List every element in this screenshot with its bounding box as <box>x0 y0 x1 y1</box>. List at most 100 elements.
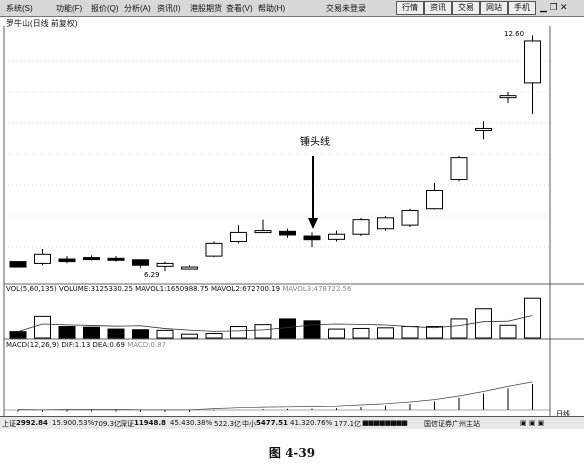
status-bar: 上证 2992.84 15.90 0.53% 709.3亿 深证 11948.8… <box>0 416 584 429</box>
candle-body <box>181 266 198 270</box>
menu-help[interactable]: 帮助(H) <box>258 4 286 13</box>
volume-bar <box>230 326 247 339</box>
sz-value: 11948.8 <box>134 419 166 427</box>
price-gridlines <box>4 60 550 248</box>
zx-value: 5477.51 <box>256 419 288 427</box>
volume-bar <box>352 327 370 339</box>
volume-bar <box>107 328 125 339</box>
zx-amount: 177.1亿 <box>334 420 362 428</box>
macd-indicator-name: MACD(12,26,9) <box>6 341 60 349</box>
chart-title: 罗牛山(日线 前复权) <box>6 19 78 28</box>
sz-change: 45.43 <box>170 419 191 427</box>
status-tray-icons[interactable]: ▣ ▣ ▣ <box>520 419 545 427</box>
volume-bar <box>83 326 100 339</box>
volume-bar <box>205 333 223 339</box>
sz-name: 深证 <box>120 420 134 428</box>
candle-body <box>107 257 125 261</box>
zx-change: 41.32 <box>290 419 311 427</box>
website-button[interactable]: 网站 <box>480 1 508 15</box>
menu-view[interactable]: 查看(V) <box>226 4 253 13</box>
menu-system[interactable]: 系统(S) <box>6 4 33 13</box>
volume-bar <box>58 326 76 339</box>
volume-bar <box>426 326 443 339</box>
candle-body <box>377 217 394 230</box>
info-button[interactable]: 资讯 <box>424 1 452 15</box>
volume-bar <box>328 328 345 339</box>
candle-body <box>156 262 174 267</box>
minimize-icon[interactable]: ▁ <box>540 2 547 12</box>
restore-icon[interactable]: ❐ <box>549 2 558 12</box>
trade-button[interactable]: 交易 <box>452 1 480 15</box>
menu-info[interactable]: 资讯(I) <box>157 4 181 13</box>
candlestick-series <box>9 35 541 272</box>
sh-pct: 0.53% <box>72 419 95 427</box>
candle-body <box>328 233 345 240</box>
volume-bar <box>181 333 198 339</box>
candle-body <box>352 219 370 235</box>
candle-body <box>83 257 100 261</box>
close-icon[interactable]: ✕ <box>560 2 568 12</box>
sz-pct: 0.38% <box>190 419 213 427</box>
volume-bar <box>34 315 51 339</box>
macd-label-row: MACD(12,26,9) DIF:1.13 DEA:0.69 MACD:0.8… <box>6 341 166 349</box>
candle-body <box>524 40 541 84</box>
candle-body <box>303 235 321 241</box>
candle-body <box>426 189 443 210</box>
macd-line <box>17 381 533 411</box>
mobile-button[interactable]: 手机 <box>508 1 536 15</box>
volume-bar <box>450 318 468 339</box>
arrow-head <box>308 218 318 229</box>
trade-login-status: 交易未登录 <box>326 4 366 13</box>
volume-indicator-name: VOL(5,60,135) <box>6 285 57 293</box>
window-buttons: ▁ ❐ ✕ <box>540 2 568 13</box>
volume-bar <box>254 324 272 339</box>
broker-name: 国信证券广州主站 <box>424 420 480 428</box>
menu-quote[interactable]: 报价(Q) <box>91 4 119 13</box>
sh-name: 上证 <box>2 420 16 428</box>
candle-body <box>254 230 272 234</box>
dif-value: DIF:1.13 <box>61 341 91 349</box>
annotation-label: 锤头线 <box>300 135 330 148</box>
candle-body <box>279 230 296 236</box>
volume-bar <box>9 331 27 339</box>
chart-title-bar: 罗牛山(日线 前复权) <box>0 17 584 29</box>
candle-body <box>475 127 492 131</box>
volume-label-row: VOL(5,60,135) VOLUME:3125330.25 MAVOL1:1… <box>6 285 351 293</box>
volume-value: VOLUME:3125330.25 <box>58 285 133 293</box>
menu-function[interactable]: 功能(F) <box>56 4 83 13</box>
candle-body <box>34 253 51 264</box>
price-low-label: 6.29 <box>144 271 160 279</box>
dea-value: DEA:0.69 <box>92 341 125 349</box>
volume-series <box>9 297 541 339</box>
volume-bar <box>499 324 517 339</box>
volume-bar <box>401 326 419 339</box>
zx-name: 中小 <box>242 420 256 428</box>
menu-hk-futures[interactable]: 港股期货 <box>190 4 222 13</box>
menu-analysis[interactable]: 分析(A) <box>124 4 151 13</box>
volume-bar <box>475 308 492 339</box>
quote-button[interactable]: 行情 <box>396 1 424 15</box>
sh-value: 2992.84 <box>16 419 48 427</box>
candle-body <box>450 157 468 181</box>
status-icons[interactable]: ■■■■■■■■ <box>362 419 408 427</box>
annotation-arrow: 锤头线 <box>300 135 330 229</box>
price-high-label: 12.60 <box>504 30 524 38</box>
chart-area[interactable]: 锤头线 12.60 6.29 日线 <box>0 26 584 418</box>
mavol2-value: MAVOL2:672700.19 <box>210 285 281 293</box>
volume-bar <box>377 327 394 339</box>
mavol1-value: MAVOL1:1650988.75 <box>135 285 209 293</box>
right-axis-label: 日线 <box>556 409 570 418</box>
candle-body <box>132 259 149 266</box>
sh-amount: 709.3亿 <box>94 420 122 428</box>
sz-amount: 522.3亿 <box>214 420 242 428</box>
figure-caption: 图 4-39 <box>268 446 316 460</box>
volume-bar <box>156 329 174 339</box>
candle-body <box>58 258 76 263</box>
menu-bar: 系统(S) 功能(F) 报价(Q) 分析(A) 资讯(I) 港股期货 查看(V)… <box>0 0 584 17</box>
candle-body <box>230 231 247 243</box>
sh-change: 15.90 <box>52 419 73 427</box>
mavol-line <box>17 315 533 333</box>
candle-body <box>499 95 517 99</box>
volume-bar <box>303 320 321 339</box>
